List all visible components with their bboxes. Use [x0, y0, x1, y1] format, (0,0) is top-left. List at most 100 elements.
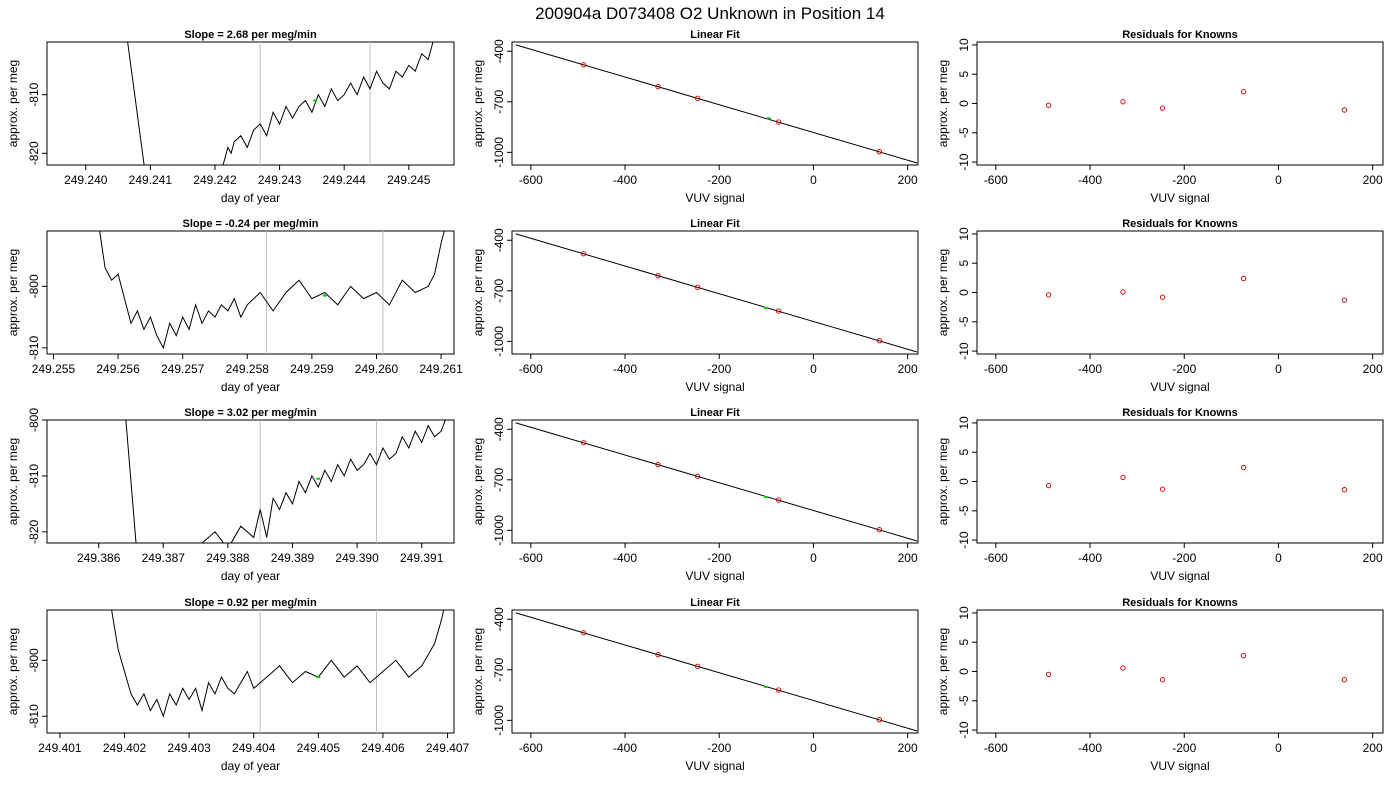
y-axis-label: approx. per meg: [471, 249, 485, 336]
plot-area: [1045, 89, 1348, 113]
x-tick-label: 249.245: [387, 173, 431, 187]
x-tick-label: 200: [1363, 551, 1383, 565]
known-point: [876, 717, 883, 723]
y-tick-label: -10: [957, 721, 971, 739]
x-tick-label: 249.406: [361, 741, 405, 755]
x-tick-label: -600: [519, 741, 543, 755]
panel-title: Residuals for Knowns: [1122, 597, 1238, 609]
x-axis-label: VUV signal: [685, 569, 744, 583]
known-point: [775, 308, 782, 314]
x-tick-label: 200: [1363, 741, 1383, 755]
plot-frame: [46, 419, 455, 544]
known-point: [694, 95, 701, 101]
x-tick-label: 0: [810, 741, 817, 755]
plot-frame: [46, 609, 455, 734]
residual-point: [1159, 105, 1166, 111]
known-point: [876, 338, 883, 344]
y-tick-label: -820: [27, 141, 41, 165]
known-point: [580, 440, 587, 446]
x-tick-label: 200: [1363, 362, 1383, 376]
y-tick-label: -400: [492, 39, 506, 63]
x-tick-label: -600: [519, 551, 543, 565]
x-tick-label: 249.391: [400, 551, 444, 565]
plot-frame: [511, 41, 919, 166]
x-axis-label: day of year: [221, 569, 280, 583]
y-tick-label: -400: [492, 607, 506, 631]
fit-line: [515, 612, 918, 732]
residual-point: [1341, 297, 1348, 303]
x-tick-label: 249.259: [290, 362, 334, 376]
known-point: [694, 473, 701, 479]
x-tick-label: -600: [984, 741, 1008, 755]
y-tick-label: -5: [957, 127, 971, 138]
y-axis-label: approx. per meg: [936, 249, 950, 336]
y-tick-label: -400: [492, 417, 506, 441]
y-tick-label: -810: [27, 464, 41, 488]
plot-area: [127, 42, 434, 165]
y-tick-label: 5: [957, 260, 971, 267]
x-tick-label: -200: [1172, 741, 1196, 755]
series-line: [99, 231, 445, 350]
residual-point: [1120, 665, 1126, 671]
x-tick-label: -400: [1078, 362, 1102, 376]
panel-title: Linear Fit: [690, 29, 740, 41]
x-tick-label: 249.261: [419, 362, 463, 376]
x-tick-label: 249.407: [426, 741, 470, 755]
x-tick-label: -200: [707, 551, 731, 565]
time-series-panel: Slope = 0.92 per meg/min 249.401 249.402 24…: [6, 597, 470, 773]
known-point: [775, 497, 782, 503]
panel-title: Linear Fit: [690, 407, 740, 419]
x-axis-label: day of year: [221, 380, 280, 394]
x-tick-label: 249.255: [32, 362, 76, 376]
x-tick-label: -600: [519, 362, 543, 376]
known-point: [775, 119, 782, 125]
x-tick-label: 249.402: [103, 741, 147, 755]
residual-point: [1045, 102, 1052, 108]
x-tick-label: 0: [1275, 551, 1282, 565]
known-point: [655, 462, 661, 468]
residual-point: [1240, 464, 1247, 471]
linear-fit-panel: Linear Fit -600 -400 -200 0 200 VUV signal -400…: [471, 29, 919, 205]
x-tick-label: 249.243: [258, 173, 302, 187]
panel-title: Linear Fit: [690, 218, 740, 230]
known-point: [655, 273, 661, 279]
time-series-panel: Slope = 3.02 per meg/min 249.386 249.387 24…: [6, 407, 455, 583]
y-tick-label: -5: [957, 695, 971, 706]
y-tick-label: -1000: [492, 705, 506, 736]
x-tick-label: 200: [898, 362, 918, 376]
plot-area: [515, 44, 918, 164]
x-axis-label: day of year: [221, 191, 280, 205]
y-tick-label: 5: [957, 639, 971, 646]
residuals-panel: Residuals for Knowns -600 -400 -200 0 200 VUV …: [936, 29, 1384, 205]
x-tick-label: -600: [519, 173, 543, 187]
residual-point: [1045, 671, 1052, 678]
x-tick-label: -400: [1078, 173, 1102, 187]
fit-line: [515, 422, 918, 542]
known-point: [694, 663, 701, 669]
y-axis-label: approx. per meg: [471, 438, 485, 525]
x-tick-label: -600: [984, 551, 1008, 565]
panel-title: Residuals for Knowns: [1122, 218, 1238, 230]
panel-title: Slope = -0.24 per meg/min: [182, 218, 318, 230]
plot-area: [99, 231, 445, 354]
known-point: [775, 687, 782, 693]
y-tick-label: 10: [957, 38, 971, 52]
known-point: [580, 62, 587, 68]
x-tick-label: -200: [1172, 551, 1196, 565]
x-axis-label: VUV signal: [685, 759, 744, 773]
known-point: [876, 527, 883, 533]
plot-frame: [46, 230, 455, 355]
residual-point: [1341, 677, 1348, 683]
x-tick-label: 249.256: [96, 362, 140, 376]
linear-fit-panel: Linear Fit -600 -400 -200 0 200 VUV signal -400…: [471, 407, 919, 583]
x-tick-label: 200: [898, 551, 918, 565]
x-tick-label: 249.257: [161, 362, 205, 376]
linear-fit-panel: Linear Fit -600 -400 -200 0 200 VUV signal -400…: [471, 597, 919, 773]
x-tick-label: -400: [613, 173, 637, 187]
x-tick-label: 249.260: [355, 362, 399, 376]
x-tick-label: 249.241: [129, 173, 173, 187]
panel-title: Linear Fit: [690, 597, 740, 609]
x-tick-label: -400: [613, 551, 637, 565]
plot-area: [111, 610, 445, 733]
panel-grid: Slope = 2.68 per meg/min 249.240 249.241 24…: [6, 29, 1384, 773]
